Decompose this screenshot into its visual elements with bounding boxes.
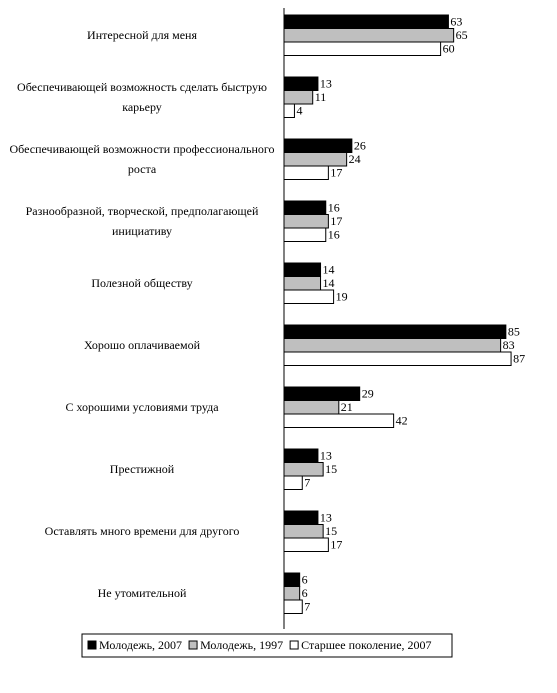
data-label: 60: [443, 42, 455, 56]
data-label: 19: [336, 290, 348, 304]
data-label: 11: [315, 90, 327, 104]
data-label: 65: [456, 28, 468, 42]
bar: [283, 276, 322, 291]
bar: [283, 152, 348, 167]
bar: [283, 227, 327, 242]
data-label: 63: [450, 15, 462, 29]
data-label: 16: [328, 201, 340, 215]
data-label: 14: [323, 263, 335, 277]
bar: [283, 165, 329, 180]
bar: [283, 462, 324, 477]
data-label: 14: [323, 276, 335, 290]
category-label: Интересной для меня: [87, 28, 197, 43]
legend-swatch: [188, 640, 198, 650]
category-label: Разнообразной, творческой, предполагающе…: [25, 204, 259, 239]
bar: [283, 537, 329, 552]
data-label: 21: [341, 400, 353, 414]
category-label: Не утомительной: [97, 586, 187, 601]
bar: [283, 524, 324, 539]
data-label: 15: [325, 524, 337, 538]
bar: [283, 510, 319, 525]
data-label: 4: [296, 104, 302, 118]
data-label: 24: [349, 152, 361, 166]
bar: [283, 324, 507, 339]
bar: [283, 586, 301, 601]
bar: [283, 413, 395, 428]
bar: [283, 386, 361, 401]
data-label: 17: [330, 538, 342, 552]
data-label: 6: [302, 573, 308, 587]
category-label: Обеспечивающей возможность сделать быстр…: [17, 80, 267, 115]
data-label: 6: [302, 586, 308, 600]
legend-label: Старшее поколение, 2007: [301, 638, 431, 652]
category-label: Оставлять много времени для другого: [44, 524, 240, 539]
data-label: 16: [328, 228, 340, 242]
bar: [283, 338, 502, 353]
legend-box: [81, 633, 453, 658]
data-label: 83: [503, 338, 515, 352]
category-label: Престижной: [109, 462, 175, 477]
data-label: 26: [354, 139, 366, 153]
data-label: 7: [304, 476, 310, 490]
bar: [283, 572, 301, 587]
bar: [283, 448, 319, 463]
category-label: С хорошими условиями труда: [65, 400, 219, 415]
bar: [283, 400, 340, 415]
category-label: Полезной обществу: [91, 276, 193, 291]
bar: [283, 262, 322, 277]
bar: [283, 14, 449, 29]
bar: [283, 90, 314, 105]
data-label: 13: [320, 449, 332, 463]
legend-swatch: [87, 640, 97, 650]
bar: [283, 351, 512, 366]
data-label: 85: [508, 325, 520, 339]
category-label: Обеспечивающей возможности профессиональ…: [9, 142, 275, 177]
legend-swatch: [289, 640, 299, 650]
legend-label: Молодежь, 2007: [99, 638, 182, 652]
bar: [283, 599, 303, 614]
data-label: 13: [320, 77, 332, 91]
data-label: 17: [330, 166, 342, 180]
bar: [283, 138, 353, 153]
bar: [283, 103, 295, 118]
data-label: 7: [304, 600, 310, 614]
data-label: 13: [320, 511, 332, 525]
bar: [283, 76, 319, 91]
data-label: 87: [513, 352, 525, 366]
bar: [283, 289, 335, 304]
data-label: 42: [396, 414, 408, 428]
category-label: Хорошо оплачиваемой: [83, 338, 201, 353]
bar: [283, 28, 455, 43]
legend-label: Молодежь, 1997: [200, 638, 283, 652]
data-label: 17: [330, 214, 342, 228]
bar: [283, 475, 303, 490]
bar: [283, 41, 442, 56]
bar: [283, 200, 327, 215]
data-label: 15: [325, 462, 337, 476]
data-label: 29: [362, 387, 374, 401]
bar: [283, 214, 329, 229]
